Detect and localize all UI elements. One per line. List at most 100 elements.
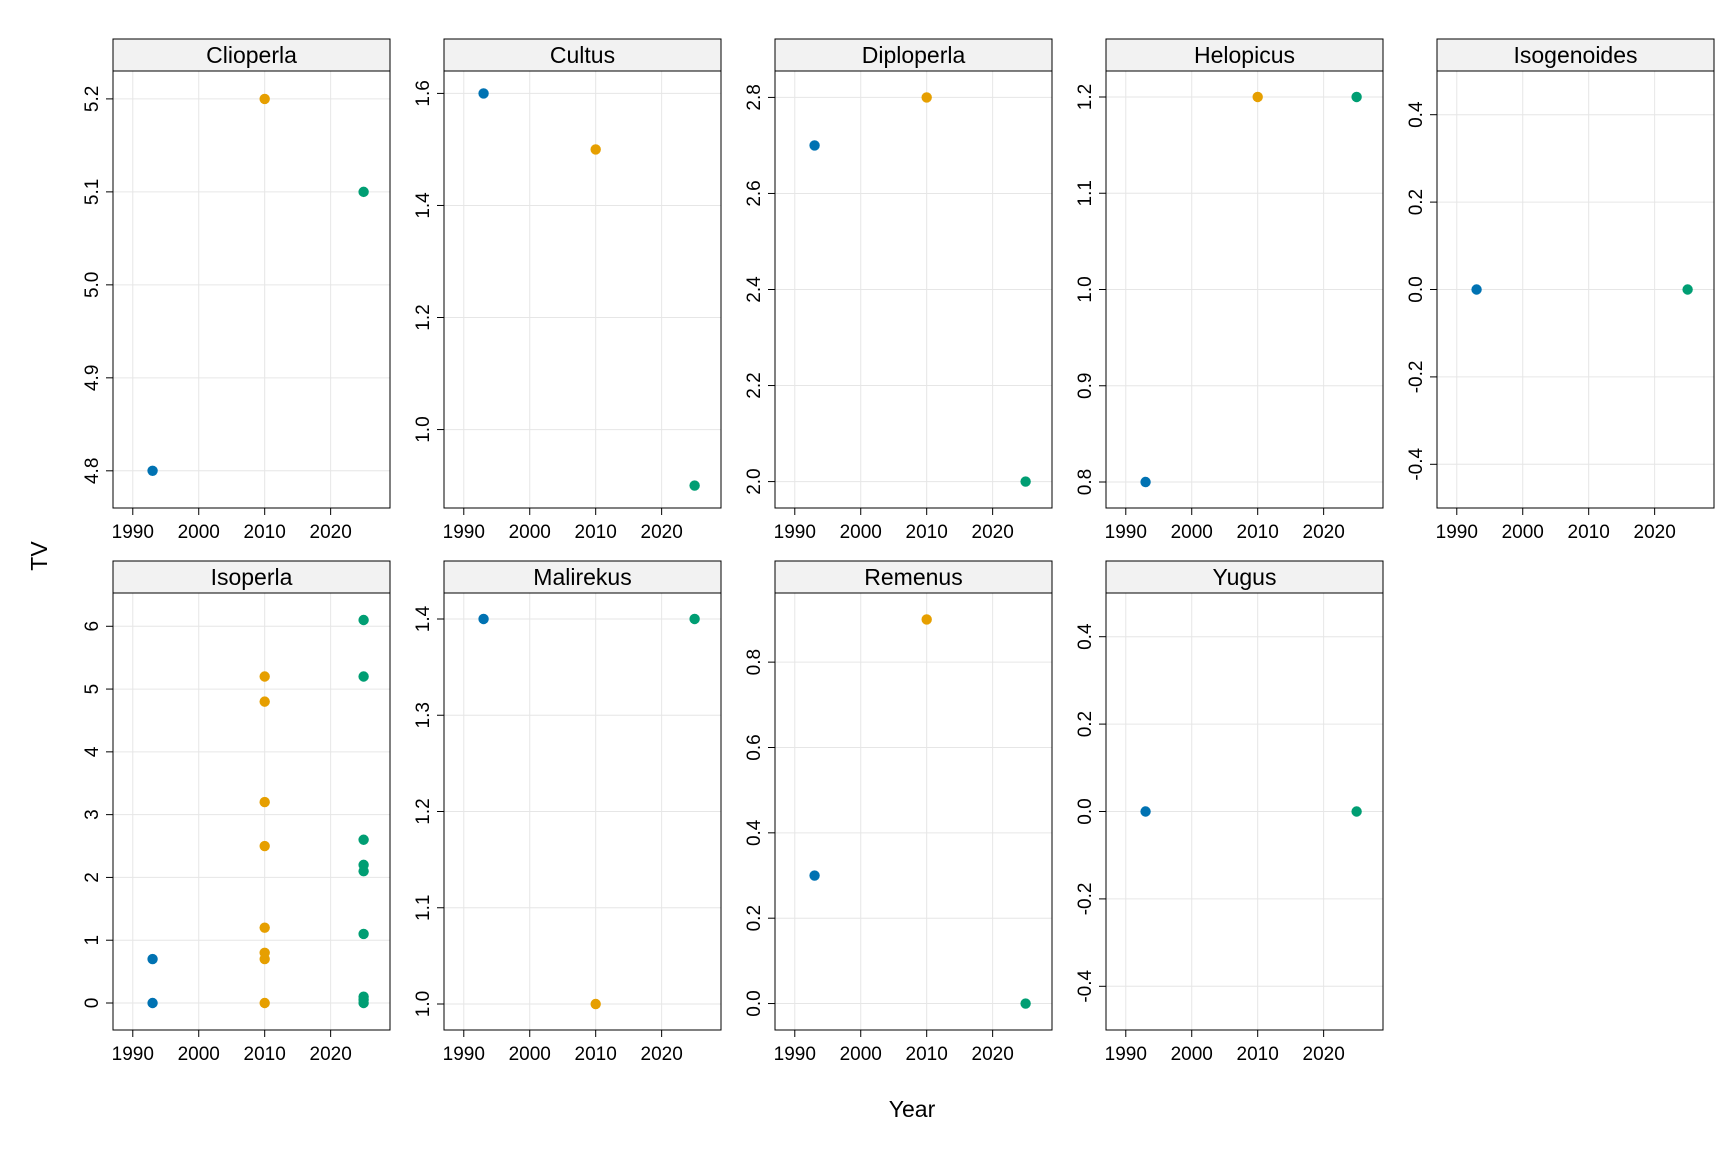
y-tick-label: -0.2 — [1075, 883, 1096, 916]
data-point — [259, 93, 270, 105]
panel-isoperla: Isoperla 1990 2000 2010 2020 0 1 2 3 4 5 6 — [82, 560, 391, 1065]
data-point — [1140, 476, 1151, 488]
data-point — [1020, 998, 1031, 1009]
x-tick-label: 2010 — [575, 1044, 617, 1065]
data-point — [1471, 284, 1482, 295]
y-tick-label: 2.6 — [744, 180, 765, 206]
x-tick-label: 2000 — [840, 522, 882, 543]
x-tick-label: 1990 — [112, 522, 154, 543]
data-point — [358, 928, 369, 940]
y-tick-label: 2.0 — [744, 468, 765, 494]
data-point — [147, 997, 158, 1009]
x-tick-label: 2010 — [244, 1044, 286, 1065]
x-tick-label: 1990 — [774, 1044, 816, 1065]
x-tick-label: 1990 — [1436, 522, 1478, 543]
panel-border — [774, 592, 1053, 1031]
panel-isogenoides: Isogenoides 1990 2000 2010 2020 -0.4 -0.2 0.0 0.… — [1406, 38, 1715, 543]
data-point — [921, 92, 932, 103]
y-tick-label: 0.0 — [1075, 798, 1096, 824]
x-tick-label: 2010 — [1568, 522, 1610, 543]
y-tick-label: 3 — [82, 809, 103, 820]
data-point — [1351, 806, 1362, 817]
x-tick-label: 2000 — [1502, 522, 1544, 543]
y-tick-label: 1.1 — [413, 895, 434, 921]
x-tick-label: 2000 — [840, 1044, 882, 1065]
y-tick-label: 1.2 — [413, 304, 434, 330]
y-tick-label: 5.2 — [82, 86, 103, 112]
x-tick-label: 2000 — [509, 1044, 551, 1065]
data-point — [921, 614, 932, 625]
strip-title: Clioperla — [206, 42, 297, 68]
y-tick-label: 1.3 — [413, 702, 434, 728]
y-tick-label: 0.2 — [1075, 711, 1096, 737]
data-point — [259, 953, 270, 965]
y-tick-label: 0.4 — [1075, 623, 1096, 650]
y-tick-label: 5.0 — [82, 272, 103, 298]
panel-diploperla: Diploperla 1990 2000 2010 2020 2.0 2.2 2.4 2.6 2.… — [744, 38, 1053, 543]
strip-title: Helopicus — [1194, 42, 1295, 68]
y-tick-label: 1.4 — [413, 192, 434, 219]
strip-title: Remenus — [864, 564, 962, 590]
x-tick-label: 2020 — [1303, 522, 1345, 543]
x-tick-label: 2010 — [906, 1044, 948, 1065]
x-tick-label: 2020 — [972, 522, 1014, 543]
panel-border — [112, 70, 391, 509]
data-point — [259, 796, 270, 808]
x-tick-label: 2010 — [244, 522, 286, 543]
data-point — [358, 865, 369, 877]
y-tick-label: 0.2 — [1406, 189, 1427, 215]
x-tick-label: 2010 — [575, 522, 617, 543]
data-point — [1140, 806, 1151, 817]
strip-title: Diploperla — [862, 42, 966, 68]
y-tick-label: 2.2 — [744, 372, 765, 398]
x-tick-label: 2000 — [178, 1044, 220, 1065]
y-tick-label: 0 — [82, 998, 103, 1009]
panel-helopicus: Helopicus 1990 2000 2010 2020 0.8 0.9 1.0 1.1 1.2 — [1075, 38, 1384, 543]
data-point — [590, 144, 601, 155]
x-tick-label: 2020 — [310, 1044, 352, 1065]
y-tick-label: 1 — [82, 935, 103, 946]
y-tick-label: 0.2 — [744, 905, 765, 931]
y-tick-label: 2.4 — [744, 276, 765, 303]
y-tick-label: 0.9 — [1075, 373, 1096, 399]
data-point — [259, 671, 270, 682]
data-point — [147, 953, 158, 965]
y-tick-label: -0.2 — [1406, 361, 1427, 394]
x-tick-label: 1990 — [443, 522, 485, 543]
strip-background — [443, 560, 722, 594]
y-tick-label: 0.4 — [744, 819, 765, 846]
panel-yugus: Yugus 1990 2000 2010 2020 -0.4 -0.2 0.0 0.2 0.4 — [1075, 560, 1384, 1065]
data-point — [259, 997, 270, 1009]
panel-malirekus: Malirekus 1990 2000 2010 2020 1.0 1.1 1.2 1.3 1.4 — [413, 560, 722, 1065]
y-tick-label: 4 — [82, 746, 103, 757]
strip-background — [1436, 38, 1715, 72]
data-point — [358, 186, 369, 198]
y-tick-label: 1.0 — [413, 991, 434, 1017]
y-tick-label: 1.6 — [413, 80, 434, 106]
x-tick-label: 2000 — [509, 522, 551, 543]
x-tick-label: 2010 — [1237, 522, 1279, 543]
strip-background — [443, 38, 722, 72]
panel-cultus: Cultus 1990 2000 2010 2020 1.0 1.2 1.4 1.6 — [413, 38, 722, 543]
data-point — [259, 922, 270, 933]
x-tick-label: 1990 — [1105, 1044, 1147, 1065]
x-tick-label: 2020 — [641, 1044, 683, 1065]
x-tick-label: 2010 — [906, 522, 948, 543]
data-point — [1682, 284, 1693, 295]
data-point — [590, 998, 601, 1010]
data-point — [358, 834, 369, 845]
y-tick-label: 2 — [82, 872, 103, 883]
y-tick-label: 0.8 — [1075, 469, 1096, 495]
strip-title: Yugus — [1213, 564, 1277, 590]
x-tick-label: 1990 — [774, 522, 816, 543]
y-tick-label: 1.0 — [413, 416, 434, 442]
y-tick-label: 0.8 — [744, 649, 765, 675]
y-tick-label: 2.8 — [744, 84, 765, 110]
y-tick-label: -0.4 — [1406, 448, 1427, 481]
x-tick-label: 2000 — [1171, 522, 1213, 543]
strip-background — [112, 38, 391, 72]
x-tick-label: 2010 — [1237, 1044, 1279, 1065]
x-tick-label: 1990 — [443, 1044, 485, 1065]
strip-title: Malirekus — [533, 564, 631, 590]
data-point — [259, 840, 270, 852]
